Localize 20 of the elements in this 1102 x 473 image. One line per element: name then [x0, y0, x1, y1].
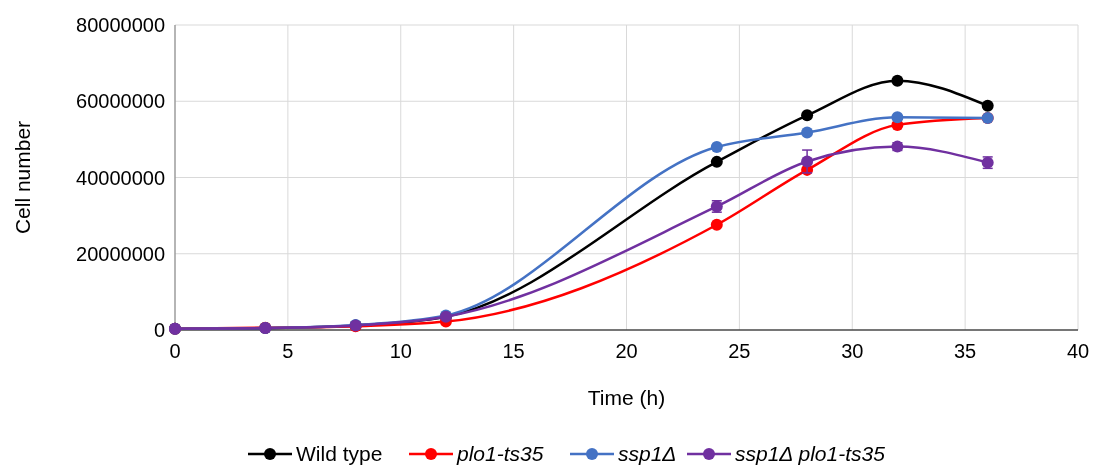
x-tick-label: 20: [615, 340, 638, 362]
x-tick-label: 25: [728, 340, 751, 362]
y-axis-title: Cell number: [11, 120, 34, 235]
y-tick-label: 0: [153, 319, 165, 341]
x-tick-label: 40: [1066, 340, 1090, 362]
x-tick-label: 30: [841, 340, 864, 362]
legend-label: ssp1Δ plo1-ts35: [735, 442, 886, 465]
x-axis-title: Time (h): [587, 386, 666, 409]
x-tick-label: 5: [282, 340, 294, 362]
legend-label: Wild type: [296, 442, 383, 465]
y-tick-label: 80000000: [76, 14, 165, 36]
y-tick-label: 60000000: [76, 90, 165, 113]
x-tick-label: 35: [954, 340, 977, 362]
x-tick-label: 10: [389, 340, 412, 362]
x-tick-label: 0: [169, 340, 181, 362]
legend-label: plo1-ts35: [456, 442, 544, 465]
x-tick-label: 15: [502, 340, 525, 362]
legend-label: ssp1Δ: [618, 442, 677, 465]
y-tick-label: 40000000: [76, 166, 165, 189]
y-tick-label: 20000000: [76, 242, 165, 265]
